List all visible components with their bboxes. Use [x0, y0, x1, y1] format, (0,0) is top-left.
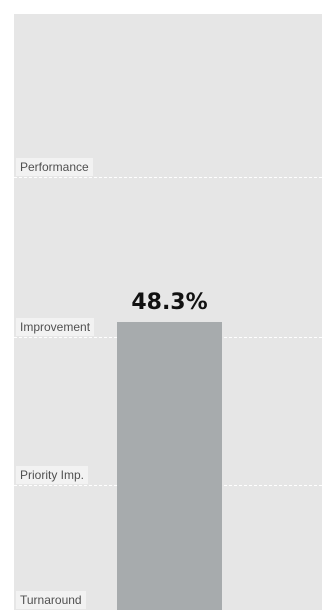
- band-label-3: Priority Imp.: [16, 466, 89, 485]
- band-label-1: Performance: [16, 157, 93, 176]
- band-label-2: Improvement: [16, 318, 95, 337]
- band-label-4: Turnaround: [16, 591, 86, 609]
- chart-panel: Performance Improvement Priority Imp. Turna…: [14, 14, 322, 610]
- bar-value-label: 48.3%: [131, 290, 208, 316]
- band-line-1: [14, 176, 322, 178]
- bar-mark: [117, 322, 222, 610]
